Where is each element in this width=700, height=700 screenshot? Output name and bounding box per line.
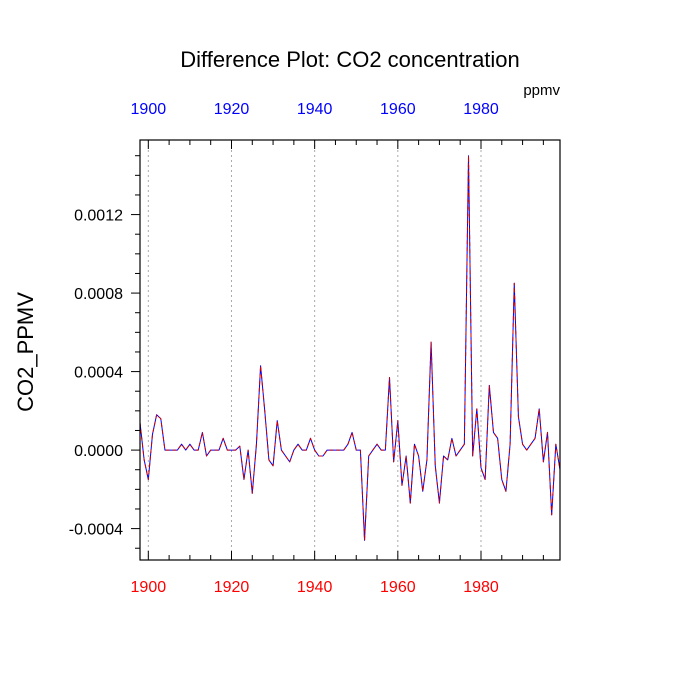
y-axis-label: CO2_PPMV <box>13 292 38 412</box>
y-tick-label: 0.0004 <box>74 365 123 382</box>
x-tick-label-top: 1920 <box>214 101 250 118</box>
x-tick-label-bottom: 1900 <box>131 579 167 596</box>
y-tick-label: 0.0000 <box>74 443 123 460</box>
x-tick-label-top: 1900 <box>131 101 167 118</box>
grid-lines <box>147 140 482 560</box>
x-tick-label-bottom: 1980 <box>463 579 499 596</box>
axis-ticks <box>131 140 544 560</box>
x-tick-label-bottom: 1920 <box>214 579 250 596</box>
x-tick-label-bottom: 1960 <box>380 579 416 596</box>
chart-title: Difference Plot: CO2 concentration <box>180 47 520 72</box>
y-tick-label: -0.0004 <box>69 522 123 539</box>
plot-frame <box>139 139 561 561</box>
x-tick-label-bottom: 1940 <box>297 579 333 596</box>
x-tick-label-top: 1960 <box>380 101 416 118</box>
series-line-dashed <box>140 155 560 541</box>
x-tick-label-top: 1980 <box>463 101 499 118</box>
units-label: ppmv <box>523 82 560 99</box>
tick-labels: 1900 1900 1920 1920 1940 1940 1960 1960 1980 1980… <box>69 101 499 596</box>
x-tick-label-top: 1940 <box>297 101 333 118</box>
y-tick-label: 0.0012 <box>74 208 123 225</box>
data-series <box>140 155 560 541</box>
y-tick-label: 0.0008 <box>74 286 123 303</box>
